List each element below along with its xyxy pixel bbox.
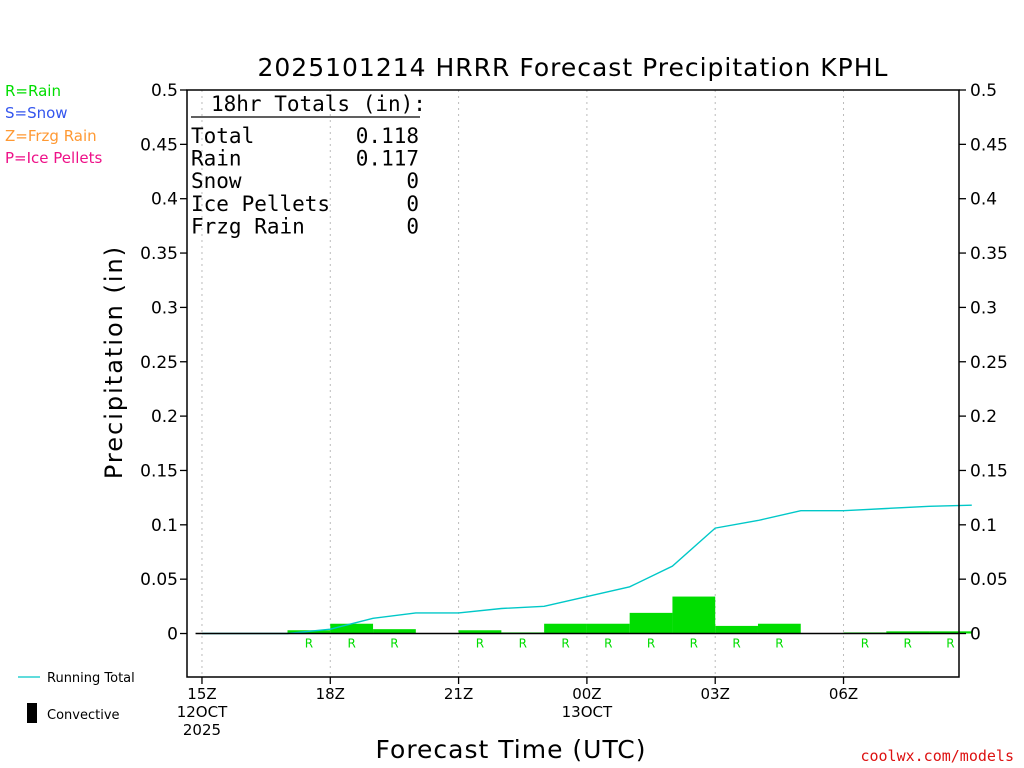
type-code-h12: R — [690, 637, 698, 651]
type-code-h14: R — [775, 637, 783, 651]
type-code-h17: R — [904, 637, 912, 651]
precip-bar-h5 — [373, 629, 416, 634]
type-code-h16: R — [861, 637, 869, 651]
totals-value: 0.118 — [356, 124, 419, 148]
plot-frame — [186, 89, 960, 678]
totals-value: 0 — [406, 192, 419, 216]
legend-snow: S=Snow — [5, 104, 68, 122]
totals-box: 18hr Totals (in): Total 0.118 Rain 0.117 Sno… — [191, 92, 426, 238]
y-tick-label-left: 0 — [167, 625, 178, 645]
y-tick-label-left: 0.5 — [151, 81, 178, 101]
y-tick-label-left: 0.15 — [140, 461, 178, 481]
x-axis-label: Forecast Time (UTC) — [376, 735, 647, 764]
totals-value: 0 — [406, 169, 419, 193]
type-code-h18: R — [946, 637, 954, 651]
x-tick-label: 2025 — [183, 721, 221, 739]
y-tick-label-right: 0.3 — [970, 298, 997, 318]
y-tick-label-right: 0 — [970, 625, 981, 645]
totals-label: Rain — [191, 147, 242, 171]
type-code-h11: R — [647, 637, 655, 651]
y-tick-label-right: 0.35 — [970, 244, 1008, 264]
y-tick-label-left: 0.45 — [140, 135, 178, 155]
type-code-h3: R — [305, 637, 313, 651]
y-tick-label-right: 0.1 — [970, 516, 997, 536]
precip-bar-h17 — [886, 631, 930, 634]
x-tick-label: 06Z — [829, 685, 858, 703]
precip-bar-h12 — [672, 596, 716, 634]
y-tick-label-left: 0.1 — [151, 516, 178, 536]
chart-title: 2025101214 HRRR Forecast Precipitation K… — [257, 53, 888, 82]
y-tick-label-right: 0.15 — [970, 461, 1008, 481]
totals-label: Ice Pellets — [191, 192, 330, 216]
legend-convective: Convective — [47, 708, 120, 723]
legend-running-total: Running Total — [47, 671, 135, 686]
x-tick-label: 15Z — [187, 685, 216, 703]
totals-label: Total — [191, 124, 254, 148]
precip-bars — [287, 596, 972, 634]
y-tick-label-right: 0.2 — [970, 407, 997, 427]
y-tick-label-right: 0.25 — [970, 353, 1008, 373]
type-code-h13: R — [732, 637, 740, 651]
x-tick-label: 13OCT — [562, 703, 613, 721]
vertical-gridlines — [201, 90, 845, 677]
footer-credit: coolwx.com/models — [860, 747, 1014, 765]
precip-bar-h11 — [629, 612, 673, 634]
y-tick-label-left: 0.05 — [140, 570, 178, 590]
x-tick-label: 00Z — [572, 685, 601, 703]
legend-frzg: Z=Frzg Rain — [5, 127, 97, 145]
y-tick-label-left: 0.4 — [151, 190, 178, 210]
y-tick-label-right: 0.5 — [970, 81, 997, 101]
type-code-h8: R — [519, 637, 527, 651]
y-tick-label-right: 0.05 — [970, 570, 1008, 590]
y-tick-label-left: 0.2 — [151, 407, 178, 427]
type-code-h9: R — [561, 637, 569, 651]
totals-header: 18hr Totals (in): — [211, 92, 426, 116]
y-tick-label-left: 0.25 — [140, 353, 178, 373]
y-axis-ticks: 0 00.05 0.050.1 0.10.15 0.150.2 0.20.25 0.250.… — [140, 81, 1008, 645]
precip-type-legend: R=Rain S=Snow Z=Frzg Rain P=Ice Pellets — [5, 82, 102, 167]
precip-bar-h7 — [458, 630, 502, 634]
x-tick-label: 03Z — [701, 685, 730, 703]
y-tick-label-left: 0.3 — [151, 298, 178, 318]
precip-bar-h18 — [929, 631, 972, 634]
type-code-h4: R — [347, 637, 355, 651]
totals-label: Frzg Rain — [191, 214, 305, 238]
series-legend: Running Total Convective — [18, 671, 135, 723]
x-tick-label: 21Z — [444, 685, 473, 703]
y-tick-label-right: 0.45 — [970, 135, 1008, 155]
totals-label: Snow — [191, 169, 242, 193]
precip-bar-h14 — [757, 623, 801, 634]
running-total-line — [202, 504, 972, 635]
precip-bar-h13 — [715, 625, 758, 634]
y-tick-label-left: 0.35 — [140, 244, 178, 264]
totals-value: 0.117 — [356, 147, 419, 171]
y-tick-label-right: 0.4 — [970, 190, 997, 210]
type-code-h7: R — [476, 637, 484, 651]
precip-bar-h10 — [586, 623, 630, 634]
legend-ice: P=Ice Pellets — [5, 149, 102, 167]
precip-bar-h9 — [544, 623, 587, 634]
y-axis-label: Precipitation (in) — [100, 245, 128, 479]
convective-swatch — [27, 703, 37, 723]
legend-rain: R=Rain — [5, 82, 61, 100]
x-tick-label: 12OCT — [177, 703, 228, 721]
type-code-h10: R — [604, 637, 612, 651]
x-tick-label: 18Z — [316, 685, 345, 703]
precip-bar-h4 — [330, 623, 374, 634]
type-code-h5: R — [390, 637, 398, 651]
totals-value: 0 — [406, 214, 419, 238]
